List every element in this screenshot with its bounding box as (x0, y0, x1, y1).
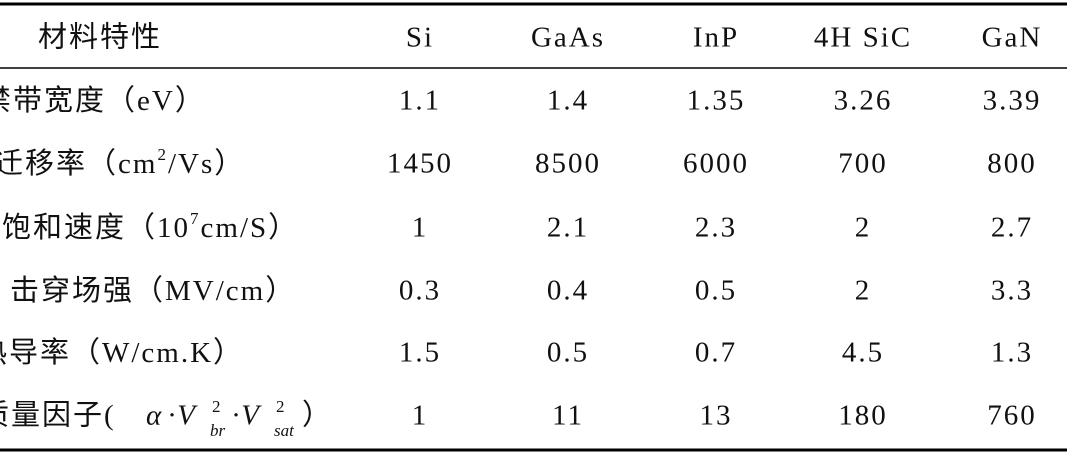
cell: 3.39 (983, 85, 1042, 117)
label-part: 饱和速度（10 (2, 211, 190, 244)
label-part: ·V (168, 400, 198, 432)
cell: 1 (412, 212, 429, 244)
row-label: 热导率（W/cm.K） (0, 336, 244, 369)
cell: 2.7 (991, 212, 1033, 244)
header-cell: 4H SiC (814, 22, 912, 54)
label-part: 热导率（W/cm.K） (0, 336, 244, 369)
cell: 13 (700, 400, 733, 432)
header-cell: Si (406, 22, 434, 54)
label-sup: 7 (190, 209, 201, 228)
cell: 2 (855, 275, 872, 307)
cell: 8500 (535, 148, 601, 180)
label-sup: 2 (157, 145, 168, 164)
cell: 0.5 (695, 275, 737, 307)
header-cell: GaN (982, 22, 1043, 54)
row-label: 禁带宽度（eV） (0, 84, 206, 117)
cell: 3.26 (834, 85, 893, 117)
row-label: 质量因子( α ·V 2 br ·V 2 sat ） (0, 397, 333, 440)
cell: 2 (855, 212, 872, 244)
label-sub: br (210, 421, 226, 440)
cell: 2.3 (695, 212, 737, 244)
label-sup: 2 (212, 397, 221, 416)
cell: 0.3 (399, 275, 441, 307)
label-part: ·V (232, 400, 262, 432)
row-label: 迁移率（cm2/Vs） (0, 145, 245, 180)
label-sup: 2 (276, 397, 285, 416)
cell: 700 (838, 148, 888, 180)
cell: 3.3 (991, 275, 1033, 307)
cell: 1 (412, 400, 429, 432)
cell: 1.1 (399, 85, 441, 117)
cell: 4.5 (842, 337, 884, 369)
cell: 0.4 (547, 275, 589, 307)
label-part: 禁带宽度（eV） (0, 84, 206, 117)
cell: 180 (838, 400, 888, 432)
cell: 6000 (683, 148, 749, 180)
label-part: cm/S） (201, 212, 300, 244)
header-cell: GaAs (531, 22, 605, 54)
label-part: 击穿场强（MV/cm） (10, 274, 296, 307)
cell: 2.1 (547, 212, 589, 244)
cell: 1450 (387, 148, 453, 180)
cell: 1.5 (399, 337, 441, 369)
label-part: α (146, 400, 163, 432)
cell: 0.5 (547, 337, 589, 369)
cell: 760 (987, 400, 1037, 432)
label-part: 质量因子( (0, 399, 116, 432)
label-part: ） (302, 400, 333, 432)
row-label: 击穿场强（MV/cm） (10, 274, 296, 307)
cell: 1.3 (991, 337, 1033, 369)
label-part: /Vs） (168, 148, 245, 180)
header-cell: 材料特性 (38, 21, 162, 54)
cell: 1.35 (687, 85, 746, 117)
row-label: 饱和速度（107cm/S） (2, 209, 299, 244)
cell: 0.7 (695, 337, 737, 369)
cell: 800 (987, 148, 1037, 180)
cell: 11 (552, 400, 584, 432)
label-part: 迁移率（cm (0, 147, 157, 180)
header-cell: InP (693, 22, 739, 54)
label-sub: sat (274, 421, 295, 440)
cell: 1.4 (547, 85, 589, 117)
